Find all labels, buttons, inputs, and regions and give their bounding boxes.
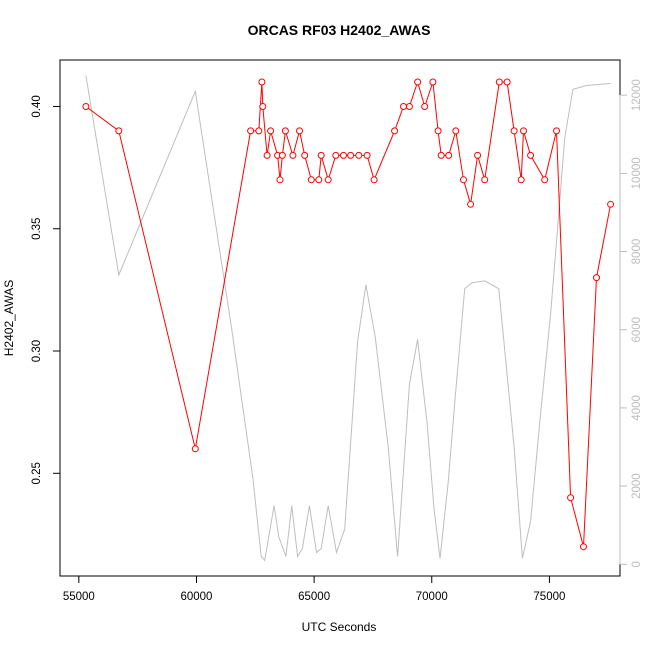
y2-tick-label: 0 [631, 561, 643, 567]
data-point [429, 78, 437, 86]
y-tick-label: 0.35 [31, 218, 43, 240]
series-line-0 [85, 80, 612, 547]
data-point [527, 151, 535, 159]
data-point [307, 176, 315, 184]
data-point [276, 176, 284, 184]
y2-tick-label: 6000 [631, 317, 643, 343]
data-point [258, 78, 266, 86]
data-point [301, 151, 309, 159]
data-point [467, 200, 475, 208]
data-point [324, 176, 332, 184]
x-tick-label: 55000 [63, 591, 95, 603]
data-point [355, 151, 363, 159]
data-point [460, 176, 467, 184]
x-tick-label: 65000 [298, 591, 330, 603]
data-point [340, 151, 347, 159]
data-point [405, 103, 413, 110]
data-point [82, 103, 90, 110]
y-tick-label: 0.25 [31, 462, 43, 484]
data-point [259, 103, 267, 110]
data-point [503, 78, 511, 86]
data-point [452, 127, 460, 135]
data-point [289, 151, 297, 159]
data-point [517, 176, 525, 184]
data-point [593, 274, 600, 282]
data-point [481, 176, 489, 184]
data-point [315, 176, 323, 184]
data-point [332, 151, 340, 159]
y2-tick-label: 2000 [631, 473, 643, 499]
data-point [317, 151, 325, 159]
data-point [510, 127, 518, 135]
y2-tick-label: 10000 [631, 157, 643, 189]
data-point [267, 127, 275, 135]
y-axis-right: 0 2000 4000 6000 8000 10000 12000 [619, 79, 643, 567]
data-point [445, 151, 453, 159]
y2-tick-label: 4000 [631, 395, 643, 421]
data-point [520, 127, 527, 135]
x-axis: 55000 60000 65000 70000 75000 [63, 575, 565, 603]
data-point [391, 127, 399, 135]
data-point [191, 445, 199, 453]
data-point [400, 103, 407, 110]
data-point [347, 151, 355, 159]
data-point [414, 78, 422, 86]
data-point [278, 151, 286, 159]
x-tick-label: 75000 [533, 591, 565, 603]
y-tick-label: 0.30 [31, 340, 43, 362]
data-point [421, 103, 429, 110]
data-point [580, 543, 587, 551]
data-point [474, 151, 482, 159]
series-layer [82, 75, 615, 562]
data-point [296, 127, 303, 135]
data-point [370, 176, 378, 184]
y2-tick-label: 12000 [631, 79, 643, 111]
data-point [115, 127, 123, 135]
data-point [263, 151, 271, 159]
data-point [255, 127, 263, 135]
series-line-1 [85, 75, 611, 562]
data-point [281, 127, 289, 135]
data-point [434, 127, 442, 135]
data-point [541, 176, 549, 184]
data-point [607, 200, 615, 208]
data-point [553, 127, 560, 135]
data-point [567, 494, 575, 502]
y2-tick-label: 8000 [631, 239, 643, 265]
data-point [437, 151, 445, 159]
y-tick-label: 0.40 [31, 95, 43, 117]
x-axis-label: UTC Seconds [302, 620, 377, 634]
x-tick-label: 60000 [180, 591, 212, 603]
data-point [363, 151, 371, 159]
y-axis-label: H2402_AWAS [2, 280, 16, 356]
plot-frame [59, 59, 621, 577]
x-tick-label: 70000 [416, 591, 448, 603]
y-axis-left: 0.25 0.30 0.35 0.40 [31, 95, 61, 484]
data-point [495, 78, 503, 86]
data-point [247, 127, 255, 135]
chart-title: ORCAS RF03 H2402_AWAS [248, 22, 431, 38]
